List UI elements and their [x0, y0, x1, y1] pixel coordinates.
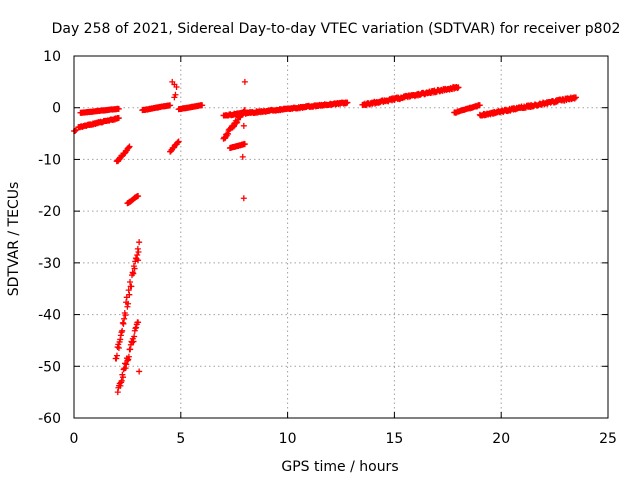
chart-title: Day 258 of 2021, Sidereal Day-to-day VTE…: [52, 21, 621, 37]
data-point: [120, 374, 127, 381]
x-tick-labels: 0 5 10 15 20 25: [70, 431, 617, 447]
data-point: [127, 346, 134, 353]
data-point: [476, 102, 483, 109]
data-point: [199, 102, 206, 109]
data-point: [113, 352, 120, 359]
y-tick-label: 0: [52, 101, 61, 117]
data-point: [241, 141, 248, 148]
data-point: [240, 122, 247, 129]
data-point: [175, 139, 182, 146]
data-point: [115, 345, 122, 352]
data-point: [117, 336, 124, 343]
data-point: [171, 94, 178, 101]
x-tick-label: 0: [70, 431, 79, 447]
data-point: [114, 389, 121, 396]
data-point: [239, 153, 246, 160]
data-point: [125, 356, 132, 363]
data-point: [122, 365, 129, 372]
x-tick-label: 15: [385, 431, 403, 447]
data-point: [129, 269, 136, 276]
data-point: [132, 325, 139, 332]
data-point: [121, 315, 128, 322]
data-point: [113, 355, 120, 362]
grid-lines: [74, 56, 608, 418]
data-point: [124, 303, 131, 310]
data-point: [136, 239, 143, 246]
data-point: [127, 279, 134, 286]
data-point: [240, 195, 247, 202]
x-tick-label: 25: [599, 431, 617, 447]
data-point: [126, 291, 133, 298]
data-point: [134, 251, 141, 258]
data-point: [130, 338, 137, 345]
data-point: [344, 99, 351, 106]
data-point: [455, 84, 462, 91]
data-point: [135, 257, 142, 264]
y-tick-label: 10: [43, 49, 61, 65]
data-point: [72, 127, 79, 134]
data-point: [119, 327, 126, 334]
y-axis-label: SDTVAR / TECUs: [6, 182, 22, 297]
data-point: [133, 324, 140, 331]
data-point: [131, 333, 138, 340]
data-point: [135, 319, 142, 326]
x-tick-label: 5: [176, 431, 185, 447]
data-point: [125, 287, 132, 294]
data-point: [115, 105, 122, 112]
data-point: [167, 102, 174, 109]
data-point: [130, 270, 137, 277]
data-point: [117, 382, 124, 389]
x-tick-label: 10: [279, 431, 297, 447]
x-tick-label: 20: [492, 431, 510, 447]
data-point: [128, 283, 135, 290]
data-point: [136, 368, 143, 375]
data-point: [125, 144, 132, 151]
data-point: [173, 84, 180, 91]
plot-frame: [73, 55, 609, 419]
data-point: [124, 357, 131, 364]
data-point: [125, 300, 132, 307]
data-point: [125, 353, 132, 360]
data-point: [118, 329, 125, 336]
x-axis-label: GPS time / hours: [281, 459, 398, 475]
data-point: [123, 361, 130, 368]
data-point: [131, 265, 138, 272]
data-point: [119, 319, 126, 326]
data-point: [241, 78, 248, 85]
y-tick-label: -50: [38, 359, 61, 375]
data-point: [129, 339, 136, 346]
y-tick-labels: 10 0 -10 -20 -30 -40 -50 -60: [38, 49, 61, 427]
data-point: [115, 115, 122, 122]
data-point: [135, 248, 142, 255]
data-point: [114, 344, 121, 351]
y-tick-label: -10: [38, 152, 61, 168]
y-tick-label: -30: [38, 256, 61, 272]
data-point: [122, 312, 129, 319]
data-point: [120, 320, 127, 327]
data-point: [117, 332, 124, 339]
data-point: [134, 245, 141, 252]
y-tick-label: -40: [38, 308, 61, 324]
data-point: [126, 143, 133, 150]
y-tick-label: -20: [38, 204, 61, 220]
data-point: [135, 193, 142, 200]
data-point: [572, 94, 579, 101]
data-point: [175, 138, 182, 145]
data-points: [71, 78, 579, 396]
data-point: [118, 377, 125, 384]
y-tick-label: -60: [38, 411, 61, 427]
